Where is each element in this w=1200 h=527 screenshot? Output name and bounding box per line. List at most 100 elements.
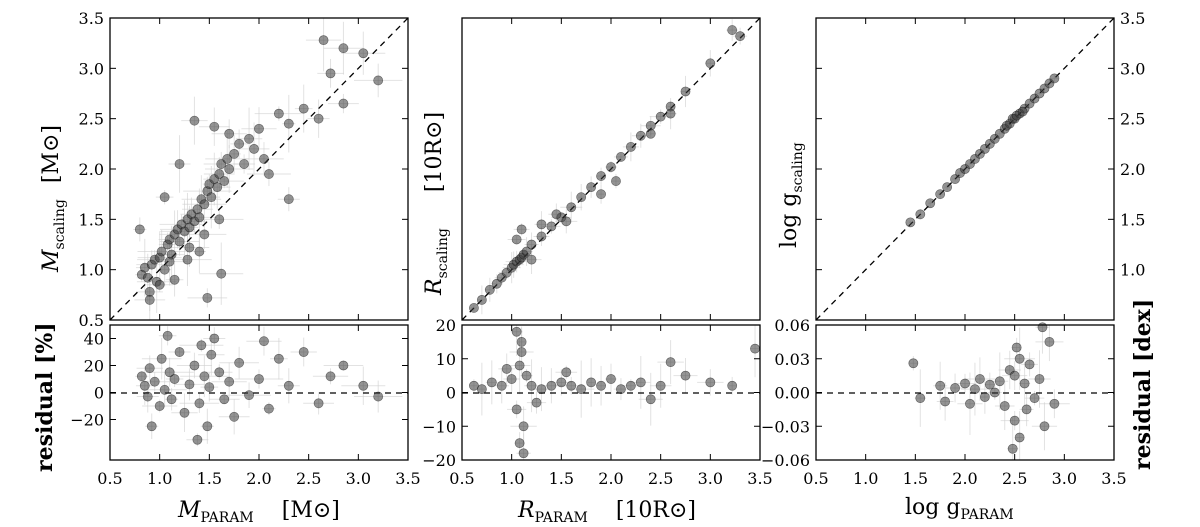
radius-residual-ticks xyxy=(461,18,761,461)
logg-main-points xyxy=(905,73,1060,228)
data-point xyxy=(169,374,180,384)
data-point xyxy=(905,217,916,228)
data-point xyxy=(298,347,309,357)
data-point xyxy=(199,371,210,382)
data-point xyxy=(194,246,205,257)
data-point xyxy=(273,108,284,119)
data-point xyxy=(469,303,479,313)
radius-residual-tick-labels: −20 −10 0 10 20 0.5 1.0 1.5 2.0 2.5 3.0 3.5 xyxy=(422,316,772,488)
data-point xyxy=(264,403,274,414)
y-tick-label: 0.03 xyxy=(774,350,810,369)
data-point xyxy=(536,231,547,242)
radius-residual-points xyxy=(469,326,760,459)
y-tick-label: 0 xyxy=(446,384,456,403)
data-point xyxy=(164,256,175,267)
data-point xyxy=(915,393,926,404)
data-point xyxy=(134,224,145,235)
y-tick-label: 3.5 xyxy=(79,9,104,28)
data-point xyxy=(214,214,225,225)
data-point xyxy=(1049,73,1060,84)
data-point xyxy=(244,133,254,144)
data-point xyxy=(194,398,205,409)
y-tick-label: 20 xyxy=(436,316,456,335)
data-point xyxy=(984,379,995,390)
data-point xyxy=(192,434,203,445)
logg-residual-xlabel: log gPARAM xyxy=(905,495,1014,523)
data-point xyxy=(358,48,369,59)
logg-residual-tick-labels: −0.06 −0.03 0.00 0.03 0.06 0.5 1.0 1.5 2.0 2.5 3.0… xyxy=(761,316,1127,488)
data-point xyxy=(164,367,175,378)
data-point xyxy=(338,360,349,371)
logg-main-panel: 1.0 1.5 2.0 2.5 3.0 3.5 log gscaling xyxy=(777,9,1145,321)
y-tick-label: 0 xyxy=(94,384,104,403)
data-point xyxy=(942,182,953,193)
y-tick-label: 1.5 xyxy=(79,210,104,229)
data-point xyxy=(606,374,616,384)
data-point xyxy=(229,148,240,159)
data-point xyxy=(1014,432,1025,443)
y-tick-label: −20 xyxy=(70,411,104,430)
data-point xyxy=(994,376,1005,387)
data-point xyxy=(576,384,587,395)
mass-main-points xyxy=(134,35,384,305)
data-point xyxy=(1001,120,1012,131)
logg-residual-panel: −0.06 −0.03 0.00 0.03 0.06 0.5 1.0 1.5 2.0 2.5 3.0… xyxy=(761,18,1156,523)
data-point xyxy=(154,279,165,290)
data-point xyxy=(209,333,220,344)
data-point xyxy=(325,371,336,382)
data-point xyxy=(373,75,384,86)
y-tick-label: 1.0 xyxy=(79,261,104,280)
mass-residual-points xyxy=(136,330,384,445)
data-point xyxy=(204,382,215,392)
data-point xyxy=(635,130,646,141)
data-point xyxy=(655,380,666,391)
data-point xyxy=(159,384,170,395)
data-point xyxy=(202,292,213,303)
data-point xyxy=(645,128,656,139)
data-point xyxy=(1009,415,1020,426)
data-point xyxy=(358,380,369,391)
data-point xyxy=(960,378,970,389)
data-point xyxy=(1039,421,1050,432)
data-point xyxy=(184,242,195,253)
data-point xyxy=(146,421,157,432)
data-point xyxy=(139,380,150,391)
data-point xyxy=(264,169,274,179)
mass-residual-tick-labels: −20 0 20 40 0.5 1.0 1.5 2.0 2.5 3.0 3.5 xyxy=(70,330,420,489)
data-point xyxy=(586,182,597,193)
data-point xyxy=(514,438,525,449)
data-point xyxy=(518,421,529,432)
logg-main-ytick-labels: 1.0 1.5 2.0 2.5 3.0 3.5 xyxy=(1120,9,1145,280)
x-tick-label: 2.0 xyxy=(598,469,623,488)
data-point xyxy=(254,123,264,134)
mass-residual-xlabel: MPARAM [M⊙] xyxy=(177,498,340,526)
data-point xyxy=(526,239,537,250)
data-point xyxy=(156,353,167,364)
data-point xyxy=(616,152,626,162)
data-point xyxy=(536,219,547,230)
data-point xyxy=(476,294,487,305)
data-point xyxy=(1044,336,1055,347)
y-tick-label: 0.00 xyxy=(774,384,810,403)
data-point xyxy=(935,380,946,391)
data-point xyxy=(526,380,537,391)
y-tick-label: −0.03 xyxy=(761,417,810,436)
data-point xyxy=(136,371,147,382)
data-point xyxy=(516,347,527,357)
data-point xyxy=(209,121,220,132)
data-point xyxy=(159,264,170,275)
radius-main-points xyxy=(469,25,746,313)
data-point xyxy=(283,380,294,391)
data-point xyxy=(970,384,980,395)
mass-main-errorbars xyxy=(133,18,403,320)
x-tick-label: 2.5 xyxy=(648,469,673,488)
data-point xyxy=(655,111,666,122)
mass-main-ytick-labels: 0.5 1.0 1.5 2.0 2.5 3.0 3.5 xyxy=(79,9,104,330)
data-point xyxy=(596,171,606,181)
mass-residual-ticks xyxy=(109,18,409,460)
data-point xyxy=(298,103,309,114)
x-tick-label: 0.5 xyxy=(97,469,122,488)
data-point xyxy=(149,376,160,387)
data-point xyxy=(484,284,495,295)
